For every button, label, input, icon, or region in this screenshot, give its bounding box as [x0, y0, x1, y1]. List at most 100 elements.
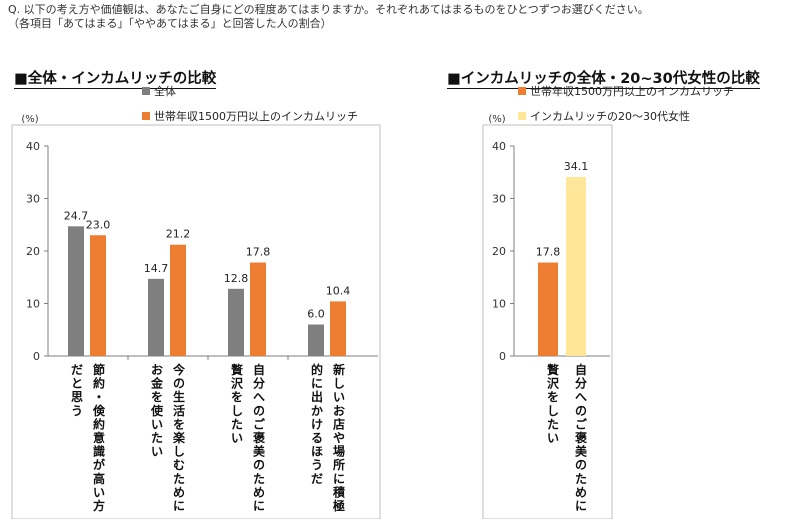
chart1-category-3-line-2-char: た: [231, 417, 243, 431]
chart1-category-4-line-1-char: 店: [333, 416, 345, 431]
chart1-category-4-line-1-char: 新: [333, 362, 345, 377]
chart2-category-1-line-1-char: め: [575, 485, 587, 499]
chart1-category-2-line-1-char: 生: [173, 389, 185, 404]
chart2-legend-swatch-1: [518, 87, 526, 95]
chart2-y-tick-label: 20: [492, 245, 506, 258]
chart1-data-label-s2-1: 23.0: [86, 218, 111, 231]
chart-title-income-rich-vs-young-women: ■インカムリッチの全体・20~30代女性の比較: [447, 71, 760, 89]
chart2-data-label-s2-1: 34.1: [564, 160, 589, 173]
question-line-1: Q. 以下の考え方や価値観は、あなたご自身にどの程度あてはまりますか。それぞれあ…: [8, 3, 649, 16]
chart1-category-3-line-2-char: 沢: [231, 376, 244, 391]
chart1-category-1-line-1-char: 識: [93, 444, 105, 459]
chart1-category-2-line-2-char: お: [151, 363, 163, 377]
chart1-category-4-line-1-char: お: [333, 404, 345, 418]
chart1-bar-s2-4: [330, 301, 346, 356]
chart1-bar-s1-2: [148, 278, 164, 356]
chart1-category-4-line-1-char: 場: [333, 444, 345, 459]
chart2-data-label-s1-1: 17.8: [536, 246, 561, 259]
chart1-y-tick-label: 30: [26, 193, 40, 206]
chart1-category-3-line-1-char: 褒: [252, 430, 266, 445]
chart1-data-label-s1-3: 12.8: [224, 272, 249, 285]
chart2-y-tick-label: 40: [492, 140, 506, 153]
chart1-unit-label: (%): [21, 114, 38, 125]
chart2-legend-label-1: 世帯年収1500万円以上のインカムリッチ: [530, 84, 734, 98]
chart1-category-2-line-1-char: た: [173, 472, 185, 486]
chart1-category-4-line-2-char: ほ: [311, 445, 323, 459]
chart2-legend-label-2: インカムリッチの20～30代女性: [530, 109, 690, 123]
chart1-data-label-s1-2: 14.7: [144, 262, 169, 275]
chart1-data-label-s1-4: 6.0: [307, 308, 325, 321]
chart1-category-3-line-1-char: た: [253, 472, 265, 486]
chart2-frame: [482, 124, 613, 519]
chart1-bar-s1-3: [228, 288, 244, 356]
chart2-bar-s1-1: [538, 262, 558, 356]
chart1-category-2-line-1-char: を: [173, 417, 185, 431]
chart1-bar-s2-3: [250, 262, 266, 356]
chart1-y-tick-label: 0: [33, 350, 40, 363]
chart1-category-3-line-1-char: へ: [253, 390, 265, 404]
chart1-frame: [11, 124, 381, 519]
chart1-legend-swatch-2: [142, 112, 150, 120]
chart1-category-2-line-1-char: し: [173, 445, 185, 459]
chart2-category-1-line-2-char: を: [547, 390, 559, 404]
chart1-category-3-line-1-char: の: [253, 458, 265, 472]
question-line-2: （各項目「あてはまる」「ややあてはまる」と回答した人の割合）: [8, 17, 332, 30]
chart1-category-1-line-2-char: う: [71, 404, 83, 418]
chart1-category-4-line-1-char: 極: [333, 498, 345, 513]
chart1-bar-s2-2: [170, 244, 186, 356]
chart1-category-2-line-1-char: 楽: [173, 430, 186, 445]
chart2-category-1-line-1-char: た: [575, 472, 587, 486]
chart1-category-4-line-1-char: 所: [333, 457, 345, 472]
chart1-category-4-line-2-char: 出: [311, 389, 323, 404]
chart1-category-1-line-1-char: ・: [93, 390, 105, 404]
chart2-unit-label: (%): [488, 114, 505, 125]
chart1-category-1-line-1-char: 約: [93, 376, 105, 391]
chart1-category-1-line-1-char: い: [93, 485, 105, 499]
chart1-category-4-line-2-char: だ: [311, 472, 323, 486]
chart1-category-1-line-1-char: 高: [93, 471, 105, 486]
chart2-category-1-line-1-char: ご: [575, 416, 588, 431]
chart1-category-4-line-2-char: 的: [311, 362, 323, 377]
chart1-category-2-line-2-char: い: [151, 445, 163, 459]
chart1-category-2-line-2-char: 金: [150, 376, 164, 391]
chart1-category-1-line-2-char: と: [71, 377, 83, 391]
chart1-y-tick-label: 10: [26, 298, 40, 311]
chart1-category-4-line-2-char: う: [311, 458, 323, 472]
chart1-category-1-line-1-char: 倹: [92, 403, 106, 418]
chart1-category-2-line-2-char: 使: [150, 403, 164, 418]
chart1-category-2-line-1-char: 今: [172, 362, 186, 377]
chart1-category-3-line-2-char: い: [231, 431, 243, 445]
chart1-bar-s2-1: [90, 235, 106, 356]
chart2-y-tick-label: 10: [492, 298, 506, 311]
chart1-data-label-s2-4: 10.4: [326, 284, 351, 297]
chart1-category-4-line-2-char: け: [311, 417, 323, 431]
chart1-category-4-line-1-char: 積: [332, 484, 346, 499]
chart1-category-4-line-1-char: に: [333, 472, 345, 486]
chart1-category-1-line-1-char: が: [93, 457, 105, 472]
chart1-legend-label-1: 全体: [154, 84, 176, 98]
chart2-category-1-line-1-char: 自: [575, 362, 587, 377]
chart1-category-1-line-2-char: 思: [71, 390, 83, 404]
question-text: Q. 以下の考え方や価値観は、あなたご自身にどの程度あてはまりますか。それぞれあ…: [8, 3, 649, 31]
chart1-category-4-line-1-char: い: [333, 390, 345, 404]
chart1-category-4-line-1-char: し: [333, 377, 345, 391]
chart2-category-1-line-2-char: し: [547, 404, 559, 418]
chart1-category-1-line-2-char: だ: [71, 363, 83, 377]
chart2-category-1-line-1-char: 分: [575, 376, 587, 391]
chart1-category-4-line-1-char: や: [333, 431, 345, 445]
chart1-category-3-line-2-char: し: [231, 404, 243, 418]
chart2-bar-s2-1: [566, 176, 586, 356]
chart2-category-1-line-1-char: の: [575, 404, 587, 418]
chart1-category-3-line-1-char: 自: [253, 362, 265, 377]
chart2-category-1-line-2-char: 贅: [547, 362, 560, 377]
chart1-category-4-line-2-char: か: [311, 404, 323, 418]
chart1-data-label-s2-2: 21.2: [166, 228, 191, 241]
chart1-category-3-line-2-char: を: [231, 390, 243, 404]
chart2-category-1-line-2-char: 沢: [547, 376, 560, 391]
chart1-category-1-line-1-char: 節: [93, 362, 105, 377]
chart1-category-1-line-1-char: 約: [93, 416, 105, 431]
chart2-category-1-line-1-char: 美: [575, 444, 588, 459]
chart1-category-2-line-1-char: に: [173, 499, 185, 513]
chart1-data-label-s1-1: 24.7: [64, 209, 89, 222]
